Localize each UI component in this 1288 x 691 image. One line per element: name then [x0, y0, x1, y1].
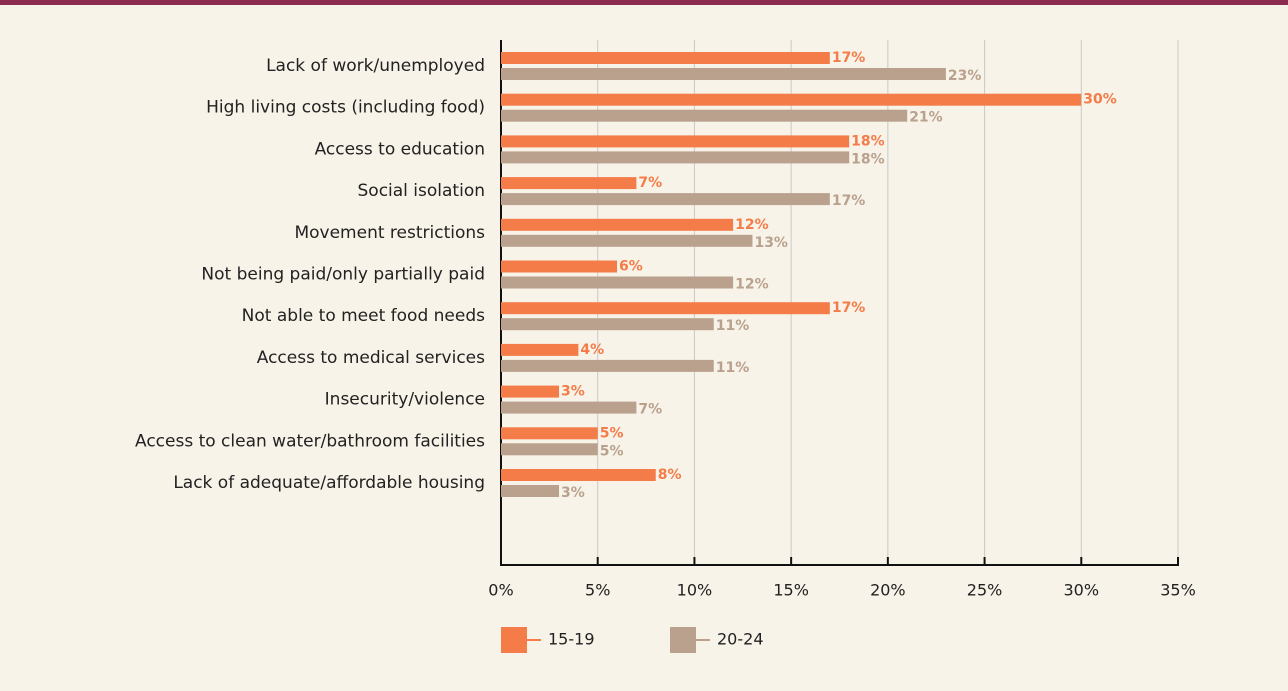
category-label: High living costs (including food) — [206, 98, 485, 118]
x-tick-label: 25% — [967, 581, 1003, 600]
value-label: 17% — [832, 193, 866, 209]
x-tick-label: 30% — [1064, 581, 1100, 600]
value-label: 12% — [735, 277, 769, 293]
bar — [501, 177, 637, 190]
value-label: 17% — [832, 300, 866, 316]
x-tick-label: 35% — [1160, 581, 1196, 600]
category-label: Insecurity/violence — [325, 390, 485, 410]
x-tick-label: 20% — [870, 581, 906, 600]
category-label: Movement restrictions — [294, 223, 485, 243]
bar — [501, 151, 850, 164]
bar — [501, 276, 734, 289]
bar — [501, 52, 830, 64]
value-label: 3% — [561, 485, 585, 501]
category-label: Access to education — [315, 139, 485, 159]
value-label: 18% — [851, 133, 885, 149]
x-tick-label: 5% — [585, 581, 610, 600]
category-label: Access to clean water/bathroom facilitie… — [135, 431, 485, 451]
category-label: Not able to meet food needs — [242, 306, 485, 326]
value-label: 7% — [638, 175, 662, 191]
category-label: Access to medical services — [257, 348, 485, 368]
x-tick-label: 10% — [677, 581, 713, 600]
category-label: Lack of adequate/affordable housing — [173, 473, 485, 493]
value-label: 21% — [909, 110, 943, 126]
legend-label: 15-19 — [548, 630, 595, 649]
legend-swatch — [670, 627, 696, 653]
bar — [501, 260, 618, 273]
bar — [501, 485, 560, 497]
bar — [501, 109, 908, 122]
legend-swatch — [501, 627, 527, 653]
value-label: 4% — [580, 342, 604, 358]
bar — [501, 359, 714, 372]
bar — [501, 443, 598, 456]
bar — [501, 385, 560, 398]
legend-label: 20-24 — [717, 630, 764, 649]
value-label: 3% — [561, 384, 585, 400]
bar — [501, 218, 734, 231]
value-label: 13% — [754, 235, 788, 251]
bar — [501, 302, 830, 315]
bar — [501, 318, 714, 331]
bar — [501, 469, 656, 481]
category-label: Not being paid/only partially paid — [201, 265, 485, 285]
value-label: 30% — [1083, 92, 1117, 108]
bar — [501, 343, 579, 356]
bar — [501, 427, 598, 440]
x-tick-label: 15% — [773, 581, 809, 600]
bar — [501, 68, 946, 80]
value-label: 11% — [716, 318, 750, 334]
value-label: 5% — [600, 443, 624, 459]
value-label: 6% — [619, 259, 643, 275]
category-label: Social isolation — [358, 181, 486, 201]
bar — [501, 234, 753, 247]
value-label: 18% — [851, 151, 885, 167]
value-label: 12% — [735, 217, 769, 233]
value-label: 11% — [716, 360, 750, 376]
bar — [501, 93, 1082, 106]
bar — [501, 193, 830, 206]
value-label: 23% — [948, 68, 982, 84]
value-label: 5% — [600, 425, 624, 441]
category-label: Lack of work/unemployed — [266, 56, 485, 76]
value-label: 8% — [658, 467, 682, 483]
top-border — [0, 0, 1288, 5]
value-label: 17% — [832, 50, 866, 66]
x-tick-label: 0% — [488, 581, 513, 600]
value-label: 7% — [638, 402, 662, 418]
bar — [501, 135, 850, 148]
bar — [501, 401, 637, 414]
